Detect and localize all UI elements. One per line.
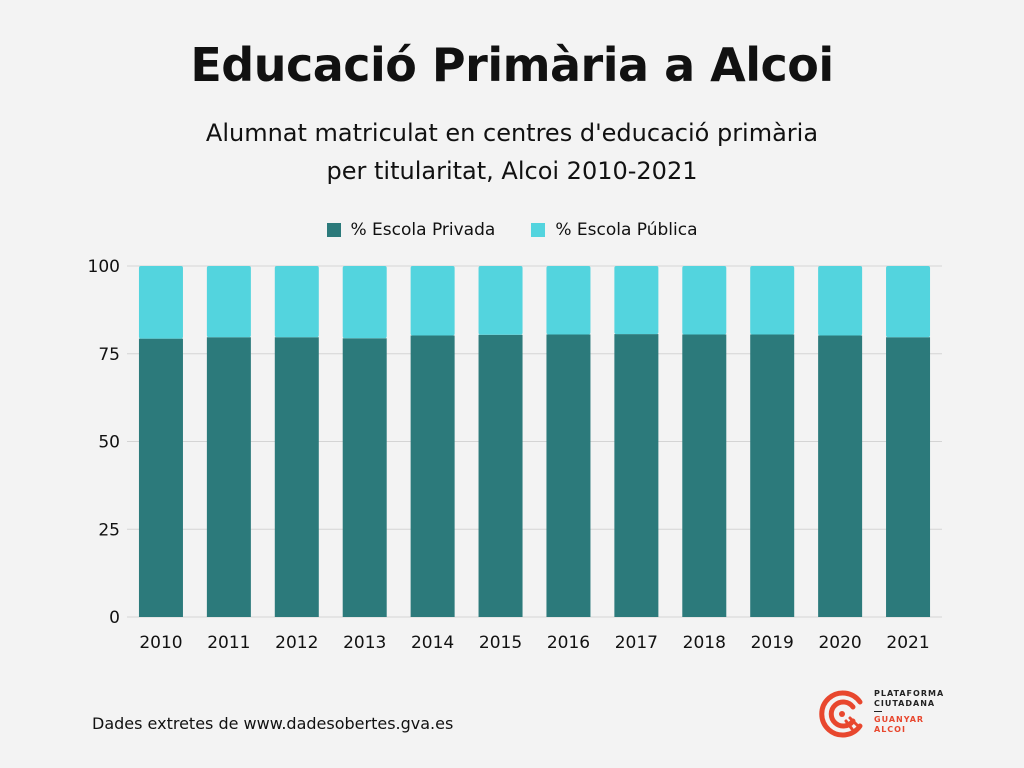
bar-private-2019 <box>750 334 795 617</box>
logo-line-3: GUANYAR <box>874 715 925 724</box>
bar-private-2015 <box>478 334 523 617</box>
x-tick-label-2020: 2020 <box>818 633 861 653</box>
legend-item-public: % Escola Pública <box>531 220 698 240</box>
subtitle-line-1: Alumnat matriculat en centres d'educació… <box>205 119 819 147</box>
logo-line-1: PLATAFORMA <box>874 689 945 698</box>
bar-public-2017 <box>614 266 659 335</box>
chart-subtitle: Alumnat matriculat en centres d'educació… <box>0 114 1024 190</box>
y-tick-label-100: 100 <box>88 257 120 277</box>
bar-private-2018 <box>682 334 727 617</box>
bar-public-2020 <box>818 266 863 336</box>
bar-public-2018 <box>682 266 727 335</box>
bar-public-2021 <box>886 266 931 338</box>
bar-public-2015 <box>478 266 523 335</box>
x-tick-label-2011: 2011 <box>207 633 250 653</box>
legend-swatch-public <box>531 223 546 237</box>
bar-public-2019 <box>750 266 795 335</box>
legend-swatch-private <box>326 223 341 237</box>
bar-private-2020 <box>818 335 863 617</box>
logo-mark-icon <box>819 690 863 738</box>
legend-label-public: % Escola Pública <box>555 220 698 240</box>
bar-public-2010 <box>138 266 183 339</box>
x-tick-label-2018: 2018 <box>683 633 726 653</box>
bar-private-2010 <box>138 338 183 617</box>
bar-private-2014 <box>410 335 455 617</box>
bar-private-2011 <box>206 337 251 617</box>
guanyar-alcoi-logo: PLATAFORMA CIUTADANA GUANYAR ALCOI <box>816 686 966 746</box>
bar-public-2016 <box>546 266 591 335</box>
bar-public-2012 <box>274 266 319 338</box>
bar-private-2012 <box>274 337 319 617</box>
x-tick-label-2019: 2019 <box>751 633 794 653</box>
x-tick-label-2015: 2015 <box>479 633 522 653</box>
legend: % Escola Privada % Escola Pública <box>0 220 1024 240</box>
bar-public-2014 <box>410 266 455 336</box>
x-tick-label-2016: 2016 <box>547 633 590 653</box>
x-tick-label-2010: 2010 <box>139 633 182 653</box>
bar-private-2017 <box>614 334 659 617</box>
bar-private-2013 <box>342 338 387 617</box>
y-tick-label-0: 0 <box>109 608 120 628</box>
legend-label-private: % Escola Privada <box>350 220 496 240</box>
x-tick-label-2014: 2014 <box>411 633 454 653</box>
x-tick-label-2017: 2017 <box>615 633 658 653</box>
bar-private-2021 <box>886 337 931 617</box>
bar-public-2011 <box>206 266 251 338</box>
source-note: Dades extretes de www.dadesobertes.gva.e… <box>92 714 454 733</box>
x-tick-label-2012: 2012 <box>275 633 318 653</box>
logo-text: PLATAFORMA CIUTADANA GUANYAR ALCOI <box>874 689 944 735</box>
logo-line-4: ALCOI <box>874 725 906 734</box>
y-tick-label-75: 75 <box>98 345 120 365</box>
y-tick-label-25: 25 <box>98 520 120 540</box>
legend-item-private: % Escola Privada <box>326 220 496 240</box>
logo-line-2: CIUTADANA <box>874 699 936 708</box>
bar-public-2013 <box>342 266 387 339</box>
y-tick-label-50: 50 <box>98 433 120 453</box>
chart-title: Educació Primària a Alcoi <box>190 38 834 92</box>
x-tick-label-2021: 2021 <box>886 633 929 653</box>
logo-separator <box>874 711 882 712</box>
subtitle-line-2: per titularitat, Alcoi 2010-2021 <box>326 157 698 185</box>
x-tick-label-2013: 2013 <box>343 633 386 653</box>
bar-private-2016 <box>546 334 591 617</box>
